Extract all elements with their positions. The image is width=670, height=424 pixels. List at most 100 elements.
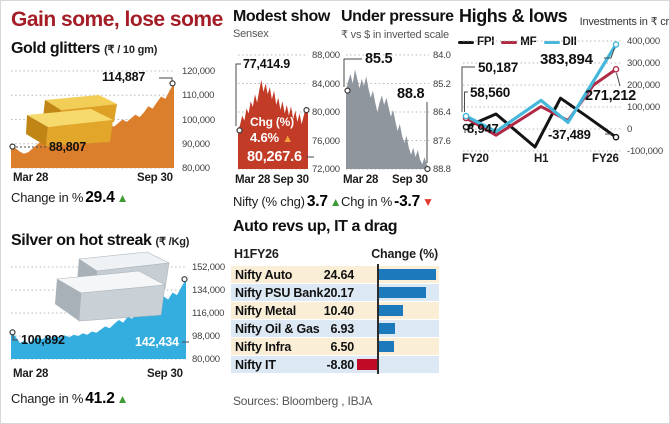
gold-x-end: Sep 30: [137, 172, 173, 184]
invest-mf-start-label: 50,187: [478, 60, 519, 75]
y-tick-label: -100,000: [627, 146, 663, 157]
bar-axis-line: [377, 264, 379, 374]
up-triangle-icon: ▲: [116, 392, 129, 406]
legend-swatch-icon: [501, 40, 518, 44]
invest-mf-end-label: 271,212: [585, 88, 637, 104]
y-tick-label: 76,000: [312, 135, 340, 147]
y-tick-label: 80,000: [312, 107, 340, 118]
silver-end-value: 142,434: [135, 335, 179, 349]
silver-x-start: Mar 28: [13, 368, 49, 380]
y-tick-label: 200,000: [627, 80, 660, 91]
index-name: Nifty Metal: [235, 304, 297, 318]
table-col-period: H1FY26: [234, 247, 279, 261]
sensex-x-start: Mar 28: [235, 174, 271, 186]
index-change-value: 24.64: [323, 268, 354, 282]
up-triangle-icon: ▲: [329, 195, 342, 209]
rupee-subtitle: ₹ vs $ in inverted scale: [341, 29, 449, 41]
sensex-end-value: 80,267.6: [247, 149, 302, 165]
silver-change-label: Change in %: [11, 391, 84, 406]
up-triangle-icon: ▲: [282, 133, 293, 145]
y-tick-label: 84,000: [312, 78, 340, 90]
gold-change-value: 29.4: [85, 189, 115, 206]
up-triangle-icon: ▲: [116, 191, 129, 205]
change-bar: [379, 341, 394, 352]
rupee-footer-label: Chg in %: [341, 194, 393, 209]
y-tick-label: 80,000: [192, 354, 220, 365]
rupee-area-chart: [344, 54, 431, 173]
gold-start-value: 88,807: [49, 140, 87, 154]
rupee-heading: Under pressure: [341, 8, 454, 25]
legend-swatch-icon: [543, 40, 560, 44]
rupee-x-start: Mar 28: [343, 174, 379, 186]
table-row: Nifty Oil & Gas 6.93: [231, 320, 439, 337]
y-tick-label: 300,000: [627, 58, 660, 69]
silver-x-end: Sep 30: [147, 368, 183, 380]
table-heading: Auto revs up, IT a drag: [233, 218, 398, 235]
y-tick-label: 88.8: [433, 164, 451, 175]
sensex-footer-value: 3.7: [306, 193, 328, 210]
sensex-footer-row: Nifty (% chg) 3.7 ▲: [233, 193, 342, 211]
index-change-value: -8.80: [326, 358, 355, 372]
gold-heading: Gold glitters (₹ / 10 gm): [11, 40, 157, 58]
gold-bars-image: [26, 95, 117, 146]
sensex-subtitle: Sensex: [233, 28, 269, 40]
y-tick-label: 86.4: [433, 107, 451, 118]
silver-bars-image: [55, 251, 171, 322]
change-bar: [379, 305, 404, 316]
change-bar: [379, 323, 395, 334]
silver-heading-text: Silver on hot streak: [11, 232, 152, 249]
invest-heading: Highs & lows: [459, 6, 568, 26]
y-tick-label: 98,000: [192, 331, 220, 342]
sensex-footer-label: Nifty (% chg): [233, 194, 305, 209]
index-change-value: 20.17: [323, 286, 354, 300]
y-tick-label: 90,000: [182, 138, 210, 150]
sensex-chg-value: 4.6% ▲: [250, 130, 293, 145]
y-tick-label: 87.6: [433, 135, 451, 147]
y-tick-label: 0: [627, 124, 633, 135]
index-change-value: 10.40: [323, 304, 354, 318]
investments-line-chart: [462, 40, 623, 152]
invest-dii-start-label: 58,560: [470, 85, 511, 100]
invest-fpi-end-label: -37,489: [548, 127, 591, 142]
gold-change-row: Change in % 29.4 ▲: [11, 189, 129, 207]
legend-item-mf: MF: [501, 36, 537, 48]
gold-end-value: 114,887: [102, 70, 146, 84]
index-name: Nifty Auto: [235, 268, 293, 282]
y-tick-label: 400,000: [627, 36, 660, 47]
index-name: Nifty PSU Bank: [235, 286, 324, 300]
y-tick-label: 72,000: [312, 164, 340, 175]
y-tick-label: 84.0: [433, 50, 451, 61]
legend-item-fpi: FPI: [458, 36, 495, 48]
y-tick-label: 120,000: [182, 66, 215, 77]
change-bar: [379, 287, 426, 298]
silver-heading: Silver on hot streak (₹ /Kg): [11, 232, 189, 250]
table-row: Nifty Metal 10.40: [231, 302, 439, 319]
silver-unit: (₹ /Kg): [155, 236, 190, 248]
rupee-start-value: 85.5: [365, 51, 393, 67]
invest-fpi-start-label: 8,947: [467, 121, 499, 136]
table-row: Nifty PSU Bank 20.17: [231, 284, 439, 301]
rupee-x-end: Sep 30: [392, 174, 428, 186]
rupee-end-value: 88.8: [397, 86, 425, 102]
y-tick-label: 85.2: [433, 78, 451, 90]
table-row: Nifty Infra 6.50: [231, 338, 439, 355]
change-bar: [356, 359, 377, 370]
sensex-area-chart: [236, 54, 310, 170]
sector-table: Nifty Auto 24.64 Nifty PSU Bank 20.17 Nifty …: [231, 266, 439, 374]
invest-dii-end-label: 383,894: [540, 51, 593, 68]
index-name: Nifty Infra: [235, 340, 292, 354]
y-tick-label: 100,000: [182, 114, 215, 126]
legend-swatch-icon: [458, 40, 474, 44]
change-bar: [379, 269, 436, 280]
y-tick-label: 116,000: [192, 308, 225, 319]
index-name: Nifty Oil & Gas: [235, 322, 320, 336]
gold-heading-text: Gold glitters: [11, 40, 101, 57]
invest-x-fy26: FY26: [592, 153, 619, 165]
y-tick-label: 80,000: [182, 163, 210, 174]
table-row: Nifty Auto 24.64: [231, 266, 439, 283]
y-tick-label: 110,000: [182, 90, 215, 102]
silver-change-row: Change in % 41.2 ▲: [11, 390, 129, 408]
silver-start-value: 100,892: [21, 333, 65, 347]
